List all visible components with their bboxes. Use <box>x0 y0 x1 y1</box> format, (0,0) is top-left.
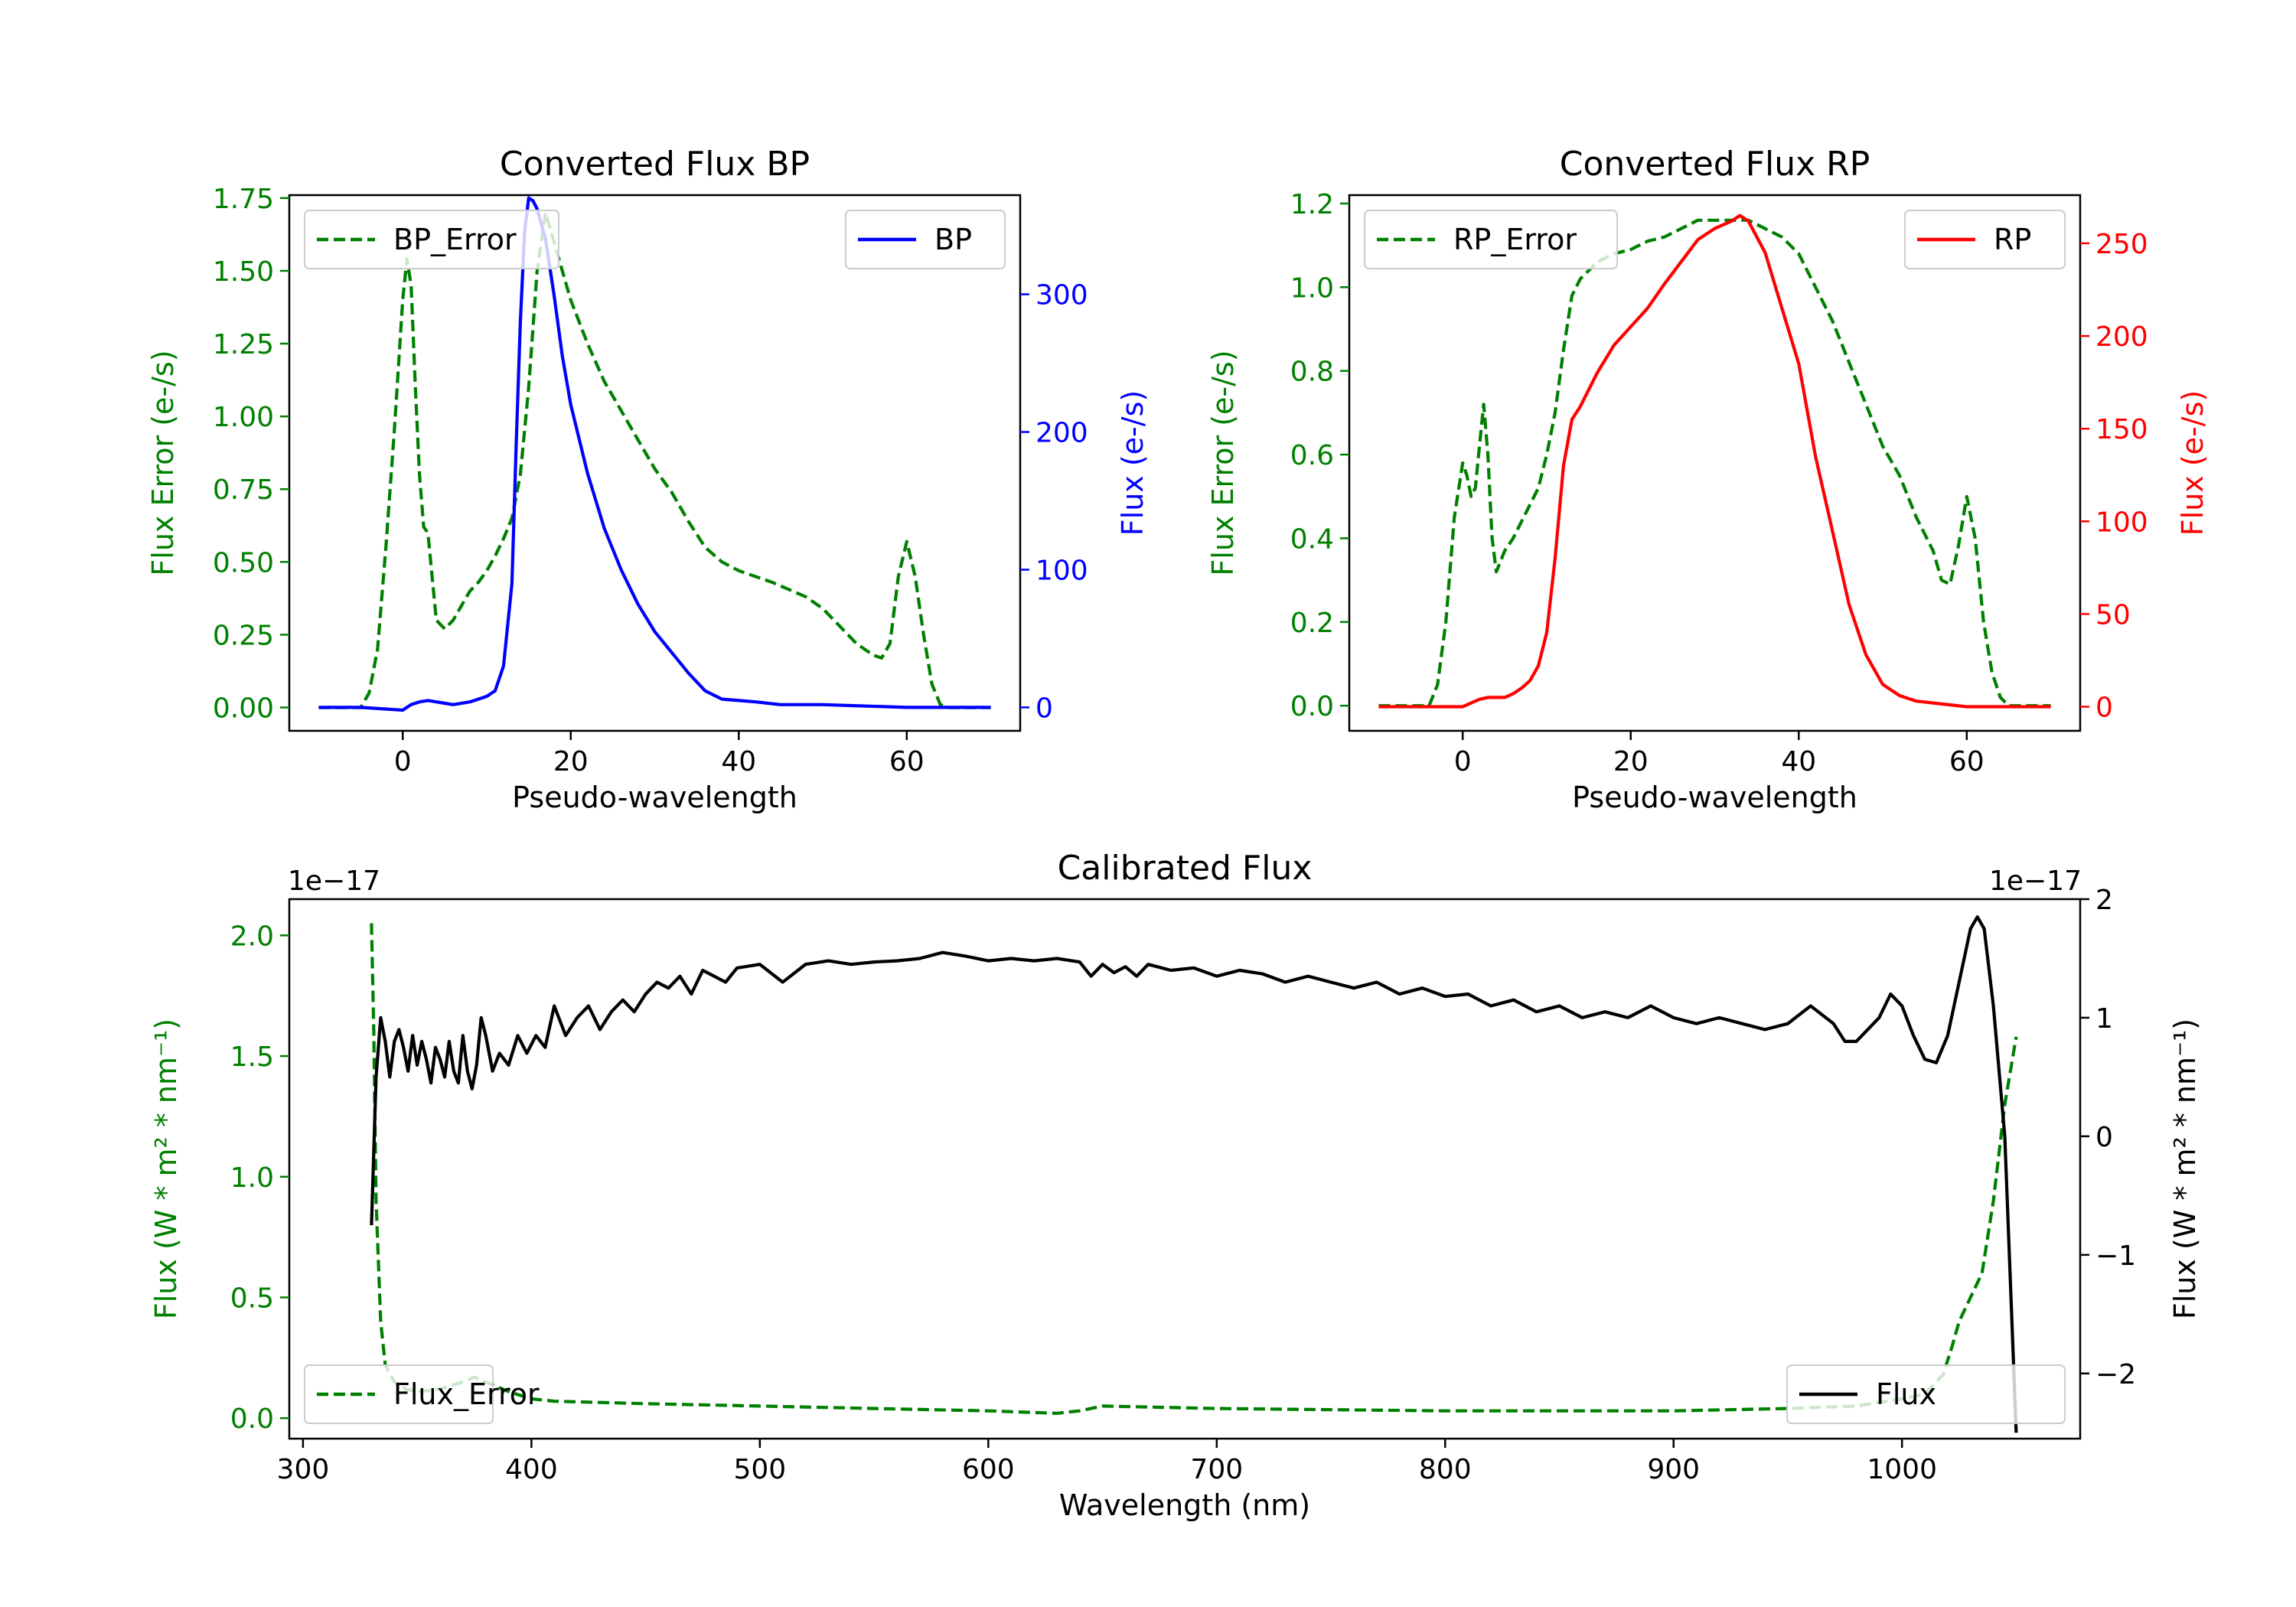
x-tick-label: 0 <box>1454 746 1472 777</box>
series-line-flux-error <box>370 923 2018 1416</box>
plot-frame <box>288 194 1022 732</box>
right-y-tick-label: 100 <box>1035 555 1088 586</box>
left-y-axis-label: Flux Error (e-/s) <box>1206 350 1240 575</box>
chart-panel-2: 0 20 40 60 0.0 0.2 0.4 0.6 0.8 1.0 1.2 0 50 100 150 200… <box>1206 145 2210 814</box>
x-tick-label: 400 <box>505 1454 558 1485</box>
x-tick-label: 0 <box>394 746 412 777</box>
right-y-tick-label: 50 <box>2095 599 2131 631</box>
x-tick-label: 600 <box>962 1454 1015 1485</box>
legend-bp: BP <box>845 210 1006 269</box>
legend-box <box>304 210 559 269</box>
series-line-rp-error <box>1378 218 2051 708</box>
plot-frame <box>288 898 2082 1440</box>
left-y-tick-label: 0.4 <box>1290 523 1334 555</box>
x-tick-label: 700 <box>1190 1454 1243 1485</box>
left-y-tick-label: 1.0 <box>1290 272 1334 304</box>
left-y-tick-label: 1.00 <box>213 402 274 433</box>
legend-label: Flux_Error <box>393 1377 540 1411</box>
legend-label: BP <box>934 223 972 256</box>
left-y-axis-label: Flux (W * m² * nm⁻¹) <box>149 1019 183 1319</box>
chart-title: Converted Flux BP <box>500 145 810 184</box>
left-y-tick-label: 0.00 <box>213 693 274 725</box>
right-y-axis-label: Flux (e-/s) <box>2176 390 2210 536</box>
left-y-tick-label: 0.25 <box>213 620 274 651</box>
chart-title: Converted Flux RP <box>1560 145 1870 184</box>
right-y-tick-label: 0 <box>1035 693 1053 724</box>
legend-flux: Flux <box>1786 1364 2066 1424</box>
plot-frame <box>1348 194 2082 732</box>
legend-label: Flux <box>1876 1377 1936 1411</box>
legend-box <box>304 1364 494 1424</box>
x-axis-label: Pseudo-wavelength <box>1572 781 1857 814</box>
right-y-tick-label: 300 <box>1035 280 1088 311</box>
chart-title: Calibrated Flux <box>1058 849 1313 888</box>
chart-panel-3: 300 400 500 600 700 800 900 1000 0.0 0.5 1.0 1.5 2.0… <box>149 849 2202 1522</box>
right-y-tick-label: 100 <box>2095 507 2148 538</box>
right-y-axis-label: Flux (W * m² * nm⁻¹) <box>2168 1019 2202 1319</box>
right-y-tick-label: −1 <box>2095 1240 2136 1272</box>
x-tick-label: 800 <box>1419 1454 1472 1485</box>
x-tick-label: 900 <box>1647 1454 1700 1485</box>
left-y-tick-label: 1.0 <box>230 1162 274 1194</box>
left-y-tick-label: 1.5 <box>230 1041 274 1073</box>
x-tick-label: 1000 <box>1867 1454 1937 1485</box>
left-y-tick-label: 0.75 <box>213 474 274 506</box>
left-y-tick-label: 0.2 <box>1290 608 1334 639</box>
right-y-tick-label: 200 <box>2095 321 2148 353</box>
right-y-tick-label: 200 <box>1035 418 1088 449</box>
x-tick-label: 60 <box>889 746 925 777</box>
legend-box <box>1364 210 1618 269</box>
legend-box <box>1904 210 2066 269</box>
left-y-tick-label: 1.50 <box>213 256 274 288</box>
left-y-tick-label: 1.2 <box>1290 189 1334 220</box>
x-tick-label: 20 <box>1613 746 1649 777</box>
left-y-tick-label: 0.0 <box>1290 691 1334 722</box>
series-line-flux <box>370 915 2018 1433</box>
left-y-axis-label: Flux Error (e-/s) <box>146 350 180 575</box>
series-line-rp <box>1378 214 2051 709</box>
right-y-tick-label: 1 <box>2095 1003 2113 1035</box>
right-y-tick-label: 0 <box>2095 1122 2113 1153</box>
legend-box <box>845 210 1006 269</box>
x-tick-label: 40 <box>721 746 756 777</box>
left-y-tick-label: 0.8 <box>1290 357 1334 388</box>
x-tick-label: 500 <box>733 1454 786 1485</box>
legend-box <box>1786 1364 2066 1424</box>
x-tick-label: 20 <box>553 746 589 777</box>
legend-label: RP_Error <box>1453 223 1577 256</box>
right-y-tick-label: 150 <box>2095 414 2148 445</box>
legend-label: RP <box>1994 223 2031 256</box>
x-tick-label: 60 <box>1949 746 1985 777</box>
left-y-tick-label: 0.0 <box>230 1403 274 1435</box>
left-axis-offset-text: 1e−17 <box>288 865 380 897</box>
right-y-tick-label: 0 <box>2095 693 2113 724</box>
legend-bp-error: BP_Error <box>304 210 559 269</box>
right-y-axis-label: Flux (e-/s) <box>1116 390 1150 536</box>
left-y-tick-label: 1.25 <box>213 329 274 360</box>
legend-rp-error: RP_Error <box>1364 210 1618 269</box>
legend-label: BP_Error <box>393 223 517 256</box>
left-y-tick-label: 2.0 <box>230 921 274 952</box>
chart-panel-1: 0 20 40 60 0.00 0.25 0.50 0.75 1.00 1.25 1.50 1.75 0… <box>146 145 1150 814</box>
right-y-tick-label: 2 <box>2095 885 2113 916</box>
right-y-tick-label: 250 <box>2095 229 2148 260</box>
x-axis-label: Wavelength (nm) <box>1059 1488 1310 1522</box>
left-y-tick-label: 0.6 <box>1290 440 1334 471</box>
x-tick-label: 40 <box>1781 746 1816 777</box>
left-y-tick-label: 1.75 <box>213 184 274 215</box>
left-y-tick-label: 0.5 <box>230 1283 274 1314</box>
left-y-tick-label: 0.50 <box>213 547 274 579</box>
legend-rp: RP <box>1904 210 2066 269</box>
legend-flux-error: Flux_Error <box>304 1364 540 1424</box>
right-axis-offset-text: 1e−17 <box>1989 865 2082 897</box>
x-axis-label: Pseudo-wavelength <box>512 781 797 814</box>
x-tick-label: 300 <box>277 1454 330 1485</box>
right-y-tick-label: −2 <box>2095 1359 2136 1390</box>
